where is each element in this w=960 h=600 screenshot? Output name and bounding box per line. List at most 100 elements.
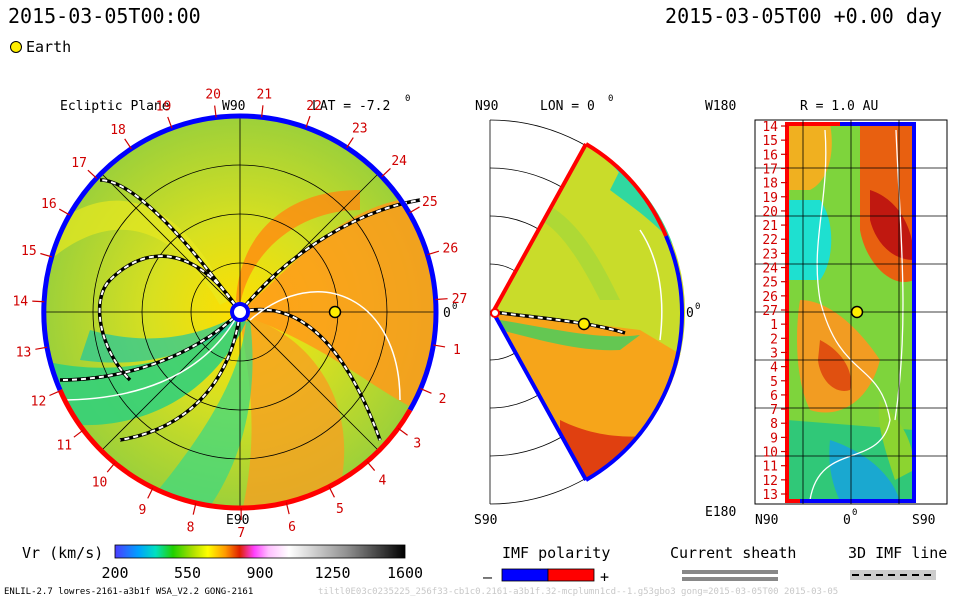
- ecliptic-tick-mark: [285, 502, 290, 515]
- radial-tick-label: 13: [762, 488, 778, 503]
- ecliptic-tick-mark: [58, 208, 70, 216]
- faint-run-info: tiltl0E03c0235225_256f33-cb1c0.2161-a3b1…: [318, 587, 839, 597]
- legend-earth: Earth: [10, 38, 71, 56]
- radial-tick-label: 16: [762, 148, 778, 163]
- radial-tick-label: 6: [770, 389, 778, 404]
- ecliptic-bottom-label: E90: [226, 513, 249, 528]
- earth-marker-icon: [10, 41, 22, 53]
- ecliptic-tick-label: 1: [453, 343, 461, 358]
- ecliptic-tick-mark: [73, 429, 84, 438]
- earth-ecliptic-icon: [328, 305, 342, 319]
- imf-minus-label: –: [483, 568, 493, 586]
- sheath-line-1: [682, 570, 778, 574]
- left-timestamp: 2015-03-05T00:00: [8, 4, 201, 28]
- radial-top-label: W180: [705, 99, 736, 114]
- radial-x-label-s90: S90: [912, 513, 935, 528]
- radial-tick-label: 2: [770, 332, 778, 347]
- radial-tick-label: 15: [762, 134, 778, 149]
- meridional-title-sup: 0: [608, 94, 613, 104]
- meridional-right-label: 0: [686, 306, 694, 321]
- imf-line-title: 3D IMF line: [848, 544, 947, 562]
- ecliptic-tick-label: 15: [21, 244, 37, 259]
- radial-tick-label: 9: [770, 431, 778, 446]
- ecliptic-tick-mark: [49, 390, 61, 397]
- current-sheath-title: Current sheath: [670, 544, 796, 562]
- ecliptic-tick-mark: [366, 461, 376, 471]
- ecliptic-lat-sup: 0: [405, 94, 410, 104]
- right-timestamp: 2015-03-05T00 +0.00 day: [665, 4, 942, 28]
- colorbar-tick-label: 1250: [314, 564, 350, 582]
- radial-tick-label: 3: [770, 346, 778, 361]
- radial-rotation-ticks: 1415161718192021222324252627123456789101…: [762, 120, 787, 503]
- meridional-right-sup: 0: [695, 302, 700, 312]
- ecliptic-right-sup: 0: [452, 302, 457, 312]
- ecliptic-tick-mark: [214, 105, 217, 118]
- ecliptic-tick-mark: [40, 252, 53, 258]
- ecliptic-tick-mark: [87, 169, 98, 179]
- radial-tick-label: 20: [762, 205, 778, 220]
- radial-x-label-0: 0: [843, 513, 851, 528]
- radial-tick-label: 17: [762, 162, 778, 177]
- ecliptic-tick-label: 25: [422, 195, 438, 210]
- ecliptic-tick-mark: [408, 206, 420, 214]
- radial-tick-label: 4: [770, 361, 778, 376]
- radial-x-label-n90: N90: [755, 513, 778, 528]
- meridional-panel: N90 LON = 0 0 S90 0 0: [474, 94, 700, 528]
- radial-tick-label: 10: [762, 446, 778, 461]
- ecliptic-tick-label: 3: [413, 436, 421, 451]
- meridional-top-label: N90: [475, 99, 498, 114]
- ecliptic-tick-label: 22: [306, 99, 322, 114]
- radial-tick-label: 23: [762, 247, 778, 262]
- colorbar-tick-label: 900: [246, 564, 273, 582]
- ecliptic-tick-label: 21: [256, 87, 272, 102]
- ecliptic-tick-label: 7: [237, 526, 245, 541]
- ecliptic-lat-label: LAT = -7.2: [312, 99, 390, 114]
- ecliptic-tick-mark: [433, 344, 446, 348]
- ecliptic-tick-label: 12: [31, 394, 47, 409]
- sheath-line-2: [682, 577, 778, 581]
- ecliptic-tick-mark: [427, 250, 440, 256]
- ecliptic-tick-mark: [346, 137, 354, 148]
- colorbar-label: Vr (km/s): [22, 544, 103, 562]
- radial-tick-label: 21: [762, 219, 778, 234]
- ecliptic-tick-label: 5: [336, 502, 344, 517]
- model-info: ENLIL-2.7 lowres-2161-a3b1f WSA_V2.2 GON…: [4, 587, 254, 597]
- ecliptic-tick-mark: [32, 300, 45, 303]
- velocity-colorbar: 200 550 900 1250 1600: [101, 544, 423, 582]
- sun-meridional-icon: [490, 308, 500, 318]
- radial-tick-label: 7: [770, 403, 778, 418]
- radial-tick-label: 14: [762, 120, 778, 135]
- earth-meridional-icon: [577, 317, 591, 331]
- ecliptic-tick-label: 17: [71, 156, 87, 171]
- meridional-title: LON = 0: [540, 99, 595, 114]
- imf-minus-swatch: [501, 568, 549, 582]
- ecliptic-tick-mark: [261, 105, 264, 118]
- radial-tick-label: 27: [762, 304, 778, 319]
- colorbar-tick-label: 1600: [387, 564, 423, 582]
- ecliptic-tick-label: 14: [12, 294, 28, 309]
- ecliptic-right-label: 0: [443, 306, 451, 321]
- ecliptic-tick-label: 13: [16, 345, 32, 360]
- ecliptic-tick-label: 11: [56, 438, 72, 453]
- ecliptic-tick-label: 23: [352, 121, 368, 136]
- ecliptic-tick-label: 2: [439, 392, 447, 407]
- colorbar-tick-label: 200: [101, 564, 128, 582]
- radial-tick-label: 12: [762, 474, 778, 489]
- ecliptic-tick-mark: [147, 487, 154, 499]
- ecliptic-tick-label: 26: [443, 242, 459, 257]
- ecliptic-tick-label: 16: [41, 197, 57, 212]
- ecliptic-tick-mark: [35, 346, 48, 350]
- ecliptic-tick-mark: [381, 167, 391, 178]
- radial-tick-label: 24: [762, 262, 778, 277]
- ecliptic-top-label: W90: [222, 99, 245, 114]
- ecliptic-tick-mark: [397, 427, 408, 436]
- radial-title: R = 1.0 AU: [800, 99, 878, 114]
- ecliptic-tick-mark: [420, 388, 432, 394]
- ecliptic-tick-mark: [192, 502, 197, 515]
- ecliptic-tick-mark: [328, 486, 335, 498]
- radial-tick-label: 1: [770, 318, 778, 333]
- ecliptic-tick-label: 4: [378, 474, 386, 489]
- ecliptic-tick-label: 10: [92, 475, 108, 490]
- ecliptic-tick-label: 9: [138, 503, 146, 518]
